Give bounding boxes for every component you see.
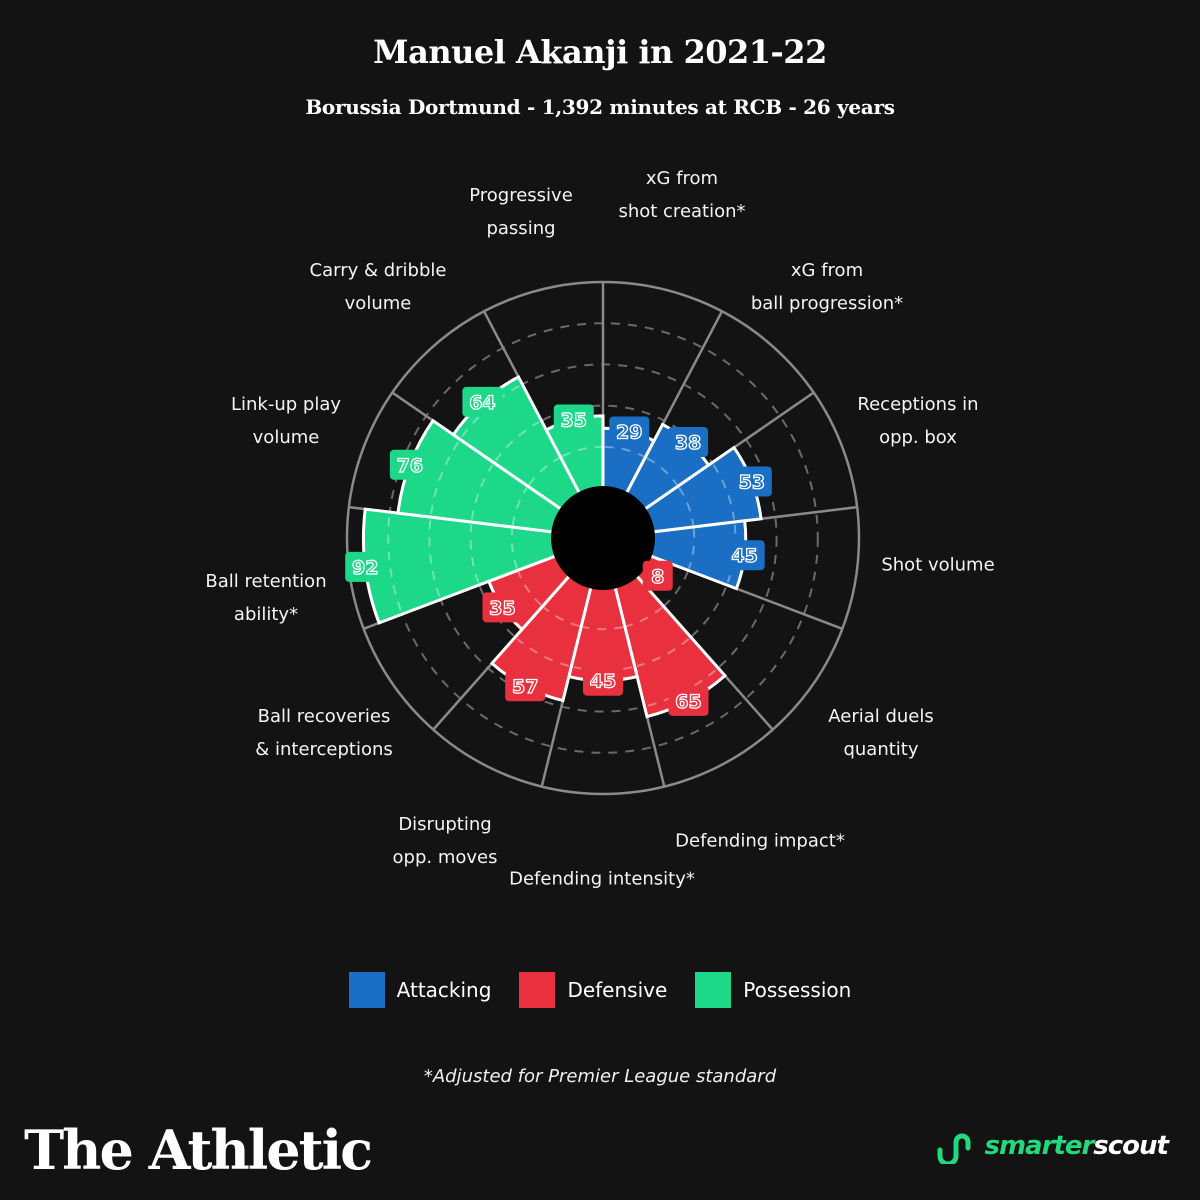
bar-grid-ring [528,457,560,486]
value-badge-bg [731,466,772,497]
axis-label: xG from ball progression* [750,260,904,314]
value-badge-text: 57 [512,676,538,698]
value-badge-bg [345,551,386,582]
value-badge-bg [609,416,650,447]
value-badge-bg [724,540,765,571]
bar-grid-ring [678,487,695,526]
value-badge-bg [462,386,503,417]
axis-label: Aerial duels quantity [828,706,934,760]
axis-label: Defending intensity* [509,868,695,890]
value-badge-text: 76 [397,455,423,477]
value-badge-bg [668,685,709,716]
smarterscout-icon [937,1133,971,1164]
bar-grid-ring [387,516,402,611]
axis-label: Carry & dribble volume [309,260,447,314]
brand-scout: scout [1093,1131,1169,1161]
bar-grid-ring [510,528,519,569]
value-badge-bg [668,426,709,457]
value-badge: 29 [609,416,650,447]
value-badge: 57 [505,671,546,702]
center-hole [551,486,655,590]
value-badge: 92 [345,551,386,582]
value-badge-text: 38 [675,432,701,454]
value-badge: 38 [668,426,709,457]
bar-grid-ring [636,638,690,667]
bar-grid-ring [626,606,663,628]
value-badge: 65 [668,685,709,716]
value-badge-bg [482,592,523,623]
value-badge-text: 45 [731,545,757,567]
value-badge-text: 35 [561,409,587,431]
bar-grid-ring [573,666,633,672]
value-badge-text: 45 [590,671,616,693]
bar-grid-ring [511,487,528,526]
bar-grid-ring [516,638,570,667]
bar-grid-ring [604,445,645,458]
bar-grid-ring [646,457,678,486]
value-badge: 35 [553,404,594,435]
brand-smarter: smarter [984,1131,1094,1161]
value-badge: 64 [462,386,503,417]
legend-item-defensive: Defensive [519,972,667,1008]
value-badge-text: 53 [739,472,765,494]
bar-grid-ring [469,524,480,583]
bar-grid-ring [561,445,602,458]
legend: Attacking Defensive Possession [0,972,1200,1008]
value-badge-text: 8 [651,566,664,588]
value-badge-text: 35 [489,597,515,619]
value-badge: 8 [642,560,673,591]
legend-swatch-possession [695,972,732,1008]
bar-grid-ring [430,441,460,514]
smarterscout-logo: smarter scout [934,1128,1169,1164]
legend-swatch-attacking [348,972,385,1008]
bar-grid-ring [517,571,542,606]
bar-grid-ring [712,464,736,520]
legend-item-attacking: Attacking [348,972,492,1008]
value-badge-bg [553,404,594,435]
chart-title: Manuel Akanji in 2021-22 [373,33,827,71]
value-badge-bg [389,449,430,480]
value-badge: 53 [731,466,772,497]
axis-label: Ball retention ability* [205,571,327,625]
value-badge: 76 [389,449,430,480]
value-badge-text: 29 [616,421,642,443]
bar-grid-ring [470,464,494,520]
the-athletic-logo: The Athletic [24,1118,373,1182]
value-badge-bg [505,671,546,702]
bar-grid-ring [543,606,580,628]
value-badge-bg [642,560,673,591]
axis-label: xG from shot creation* [618,168,746,222]
value-badge: 45 [724,540,765,571]
axis-label: Receptions in opp. box [857,394,979,448]
bar-grid-ring [494,421,540,462]
axis-label: Defending impact* [675,830,845,852]
bar-grid-ring [687,528,696,569]
value-badge-text: 64 [469,392,495,414]
value-badge-text: 65 [675,691,701,713]
value-badge-bg [583,665,623,696]
axis-label: Link-up play volume [230,394,342,448]
legend-label: Possession [743,978,852,1002]
value-badge: 35 [482,592,523,623]
legend-item-possession: Possession [695,972,851,1008]
axis-label: Progressive passing [469,185,573,239]
axis-label: Shot volume [881,554,995,576]
footnote: *Adjusted for Premier League standard [423,1066,777,1087]
value-badge: 45 [583,665,623,696]
bar-grid-ring [428,520,441,597]
legend-swatch-defensive [519,972,556,1008]
axis-label: Ball recoveries & interceptions [255,706,393,760]
legend-label: Defensive [567,978,668,1002]
axis-label: Disrupting opp. moves [392,814,498,868]
bar-grid-ring [726,524,737,583]
bar-grid-ring [582,625,624,631]
value-badge-text: 92 [352,557,378,579]
chart-subtitle: Borussia Dortmund - 1,392 minutes at RCB… [305,95,895,119]
legend-label: Attacking [396,978,492,1002]
